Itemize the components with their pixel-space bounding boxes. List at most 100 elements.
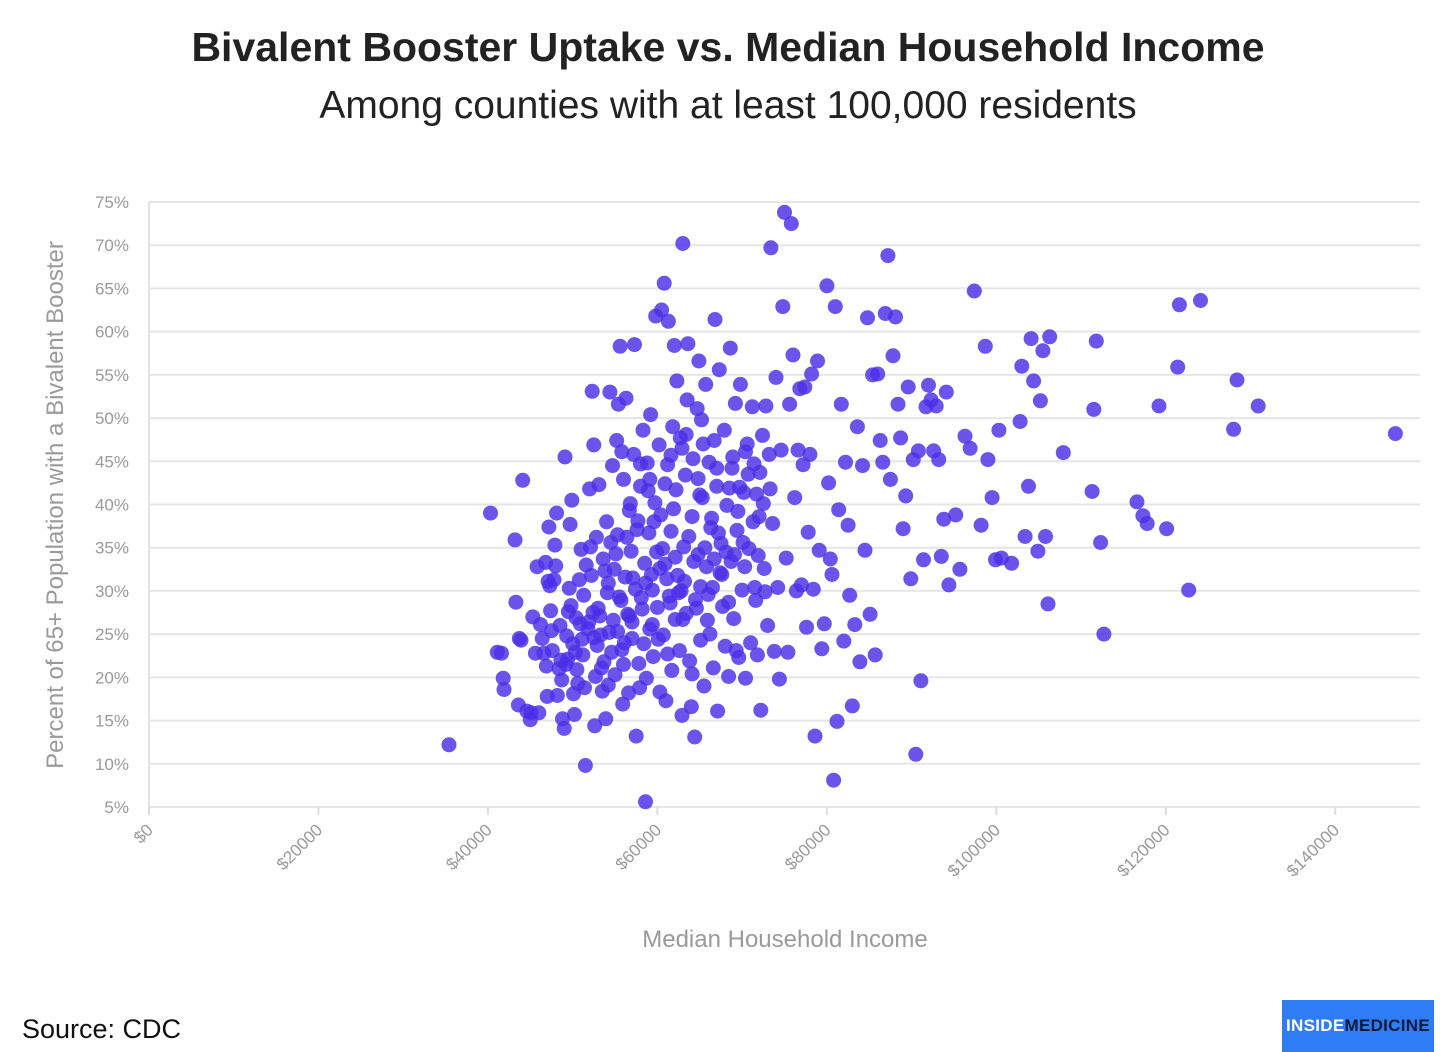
data-point — [1139, 516, 1155, 531]
data-point — [704, 510, 720, 526]
data-point — [663, 523, 679, 539]
data-point — [680, 336, 696, 352]
data-point — [666, 501, 681, 517]
data-point — [844, 698, 860, 714]
data-point — [587, 718, 603, 734]
data-point — [543, 603, 559, 619]
data-point — [531, 705, 547, 721]
data-point — [833, 396, 849, 412]
data-point — [721, 594, 737, 610]
data-point — [655, 541, 670, 557]
chart-subtitle: Among counties with at least 100,000 res… — [319, 84, 1137, 127]
data-point — [556, 720, 572, 736]
data-point — [628, 728, 644, 744]
data-point — [928, 398, 944, 414]
data-point — [957, 428, 973, 444]
data-point — [810, 353, 825, 369]
scatter-chart: 5% 10% 15% 20% 25% 30% 35% 40% 45% 50% 55% 60% 65% 70… — [42, 193, 1420, 953]
data-point — [750, 548, 766, 563]
data-point — [685, 451, 701, 467]
data-point — [756, 561, 772, 576]
data-point — [591, 477, 607, 493]
data-point — [1093, 535, 1109, 550]
data-point — [1026, 373, 1042, 389]
x-tick-label: $140000 — [1283, 820, 1343, 880]
data-point — [757, 584, 773, 600]
data-point — [623, 543, 639, 559]
data-point — [642, 471, 658, 487]
x-tick-label: $20000 — [273, 820, 327, 874]
data-points — [441, 204, 1403, 810]
data-point — [962, 440, 978, 456]
data-point — [667, 549, 683, 565]
data-point — [686, 554, 702, 569]
data-point — [679, 392, 695, 408]
data-point — [821, 475, 837, 491]
data-point — [599, 585, 615, 601]
data-point — [941, 577, 957, 593]
data-point — [600, 677, 616, 693]
data-point — [785, 347, 801, 363]
data-point — [732, 376, 748, 392]
data-point — [693, 579, 709, 595]
data-point — [931, 452, 947, 468]
data-point — [710, 703, 726, 719]
data-point — [441, 737, 457, 753]
data-point — [882, 471, 898, 487]
data-point — [721, 669, 737, 684]
data-point — [732, 479, 748, 495]
data-point — [615, 696, 631, 712]
data-point — [870, 366, 886, 382]
data-point — [1035, 343, 1051, 359]
data-point — [793, 577, 809, 593]
data-point — [730, 503, 746, 519]
data-point — [632, 680, 648, 696]
data-point — [1017, 529, 1033, 544]
data-point — [1193, 293, 1208, 308]
data-point — [933, 548, 949, 564]
data-point — [709, 478, 725, 494]
data-point — [900, 379, 916, 395]
data-point — [790, 442, 806, 458]
y-tick-label: 35% — [95, 539, 129, 558]
data-point — [636, 636, 652, 652]
data-point — [1181, 582, 1197, 598]
data-point — [862, 606, 878, 622]
data-point — [797, 379, 813, 395]
data-point — [760, 618, 776, 633]
data-point — [616, 656, 631, 672]
y-axis-ticks: 5% 10% 15% 20% 25% 30% 35% 40% 45% 50% 55% 60% 65% 70… — [95, 193, 129, 817]
data-point — [554, 672, 570, 688]
data-point — [572, 616, 588, 632]
data-point — [827, 299, 843, 315]
data-point — [1032, 393, 1048, 409]
data-point — [824, 567, 840, 582]
data-point — [768, 369, 784, 385]
data-point — [1042, 329, 1058, 345]
y-tick-label: 25% — [95, 625, 129, 644]
data-point — [692, 487, 708, 503]
data-point — [604, 644, 620, 660]
data-point — [645, 649, 661, 665]
data-point — [584, 383, 600, 399]
data-point — [613, 592, 629, 608]
data-point — [577, 758, 593, 773]
data-point — [583, 539, 598, 555]
data-point — [602, 384, 618, 400]
data-point — [1250, 398, 1266, 414]
data-point — [852, 654, 868, 670]
data-point — [616, 471, 631, 487]
data-point — [761, 446, 777, 462]
x-tick-label: $100000 — [944, 820, 1004, 880]
data-point — [872, 433, 888, 448]
source-note: Source: CDC — [22, 1014, 182, 1044]
data-point — [598, 711, 614, 727]
data-point — [614, 444, 630, 460]
data-point — [644, 617, 660, 633]
y-tick-label: 5% — [104, 798, 129, 817]
data-point — [807, 728, 823, 744]
data-point — [738, 670, 753, 686]
x-tick-label: $0 — [130, 820, 157, 847]
data-point — [496, 682, 512, 697]
data-point — [829, 713, 845, 729]
